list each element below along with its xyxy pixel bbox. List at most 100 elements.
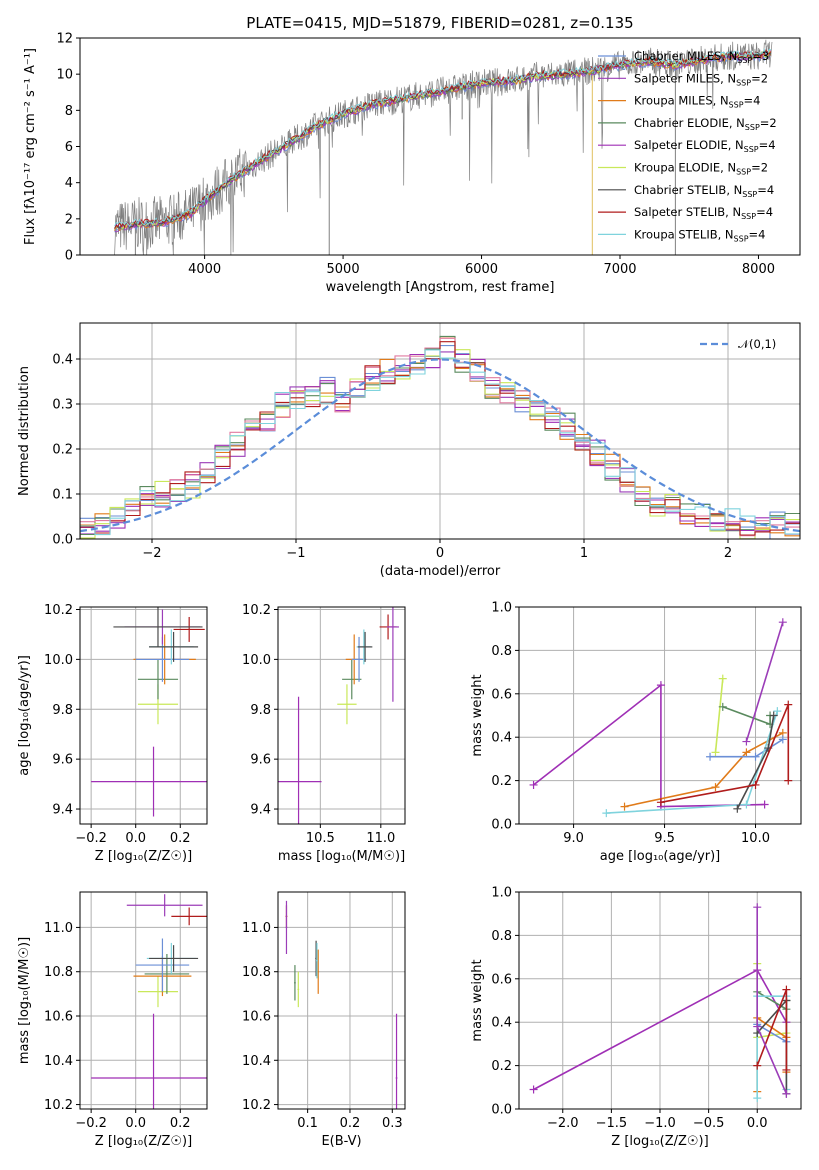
weight-marker [782,1065,791,1074]
x-axis-label: Z [log₁₀(Z/Z☉)] [611,1134,708,1149]
y-tick-label: 11.0 [242,921,271,936]
x-axis-label: mass [log₁₀(M/M☉)] [278,849,405,864]
y-axis-label: mass weight [470,959,485,1041]
data-point-errorbar [337,684,357,725]
spectrum-panel: 4000 5000 6000 7000 8000 0 2 4 6 8 10 12 wavelength … [23,14,801,295]
data-point-errorbar [317,949,320,994]
y-tick-label: 10 [56,68,73,83]
x-tick-label: −0.5 [693,1116,725,1131]
x-tick-label: 4000 [188,262,221,277]
legend-entry: Chabrier STELIB, NSSP=4 [634,183,774,199]
x-tick-label: −0.2 [75,1116,107,1131]
weight-vs-age-plot-area [529,618,793,818]
model-fit-line-6 [114,51,771,229]
model-fit-line-8 [114,48,772,228]
chart-title: PLATE=0415, MJD=51879, FIBERID=0281, z=0… [246,14,633,32]
y-tick-label: 1.0 [491,601,512,616]
y-axis-label: Flux [fλ10⁻¹⁷ erg cm⁻² s⁻¹ A⁻¹] [23,48,38,245]
age-vs-Z-plot-area [91,607,207,817]
x-tick-label: 10.0 [741,831,770,846]
y-tick-label: 0.3 [52,398,73,413]
y-axis-label: age [log₁₀(age/yr)] [17,655,32,776]
axes-frame [277,891,406,1110]
y-tick-label: 10.8 [44,965,73,980]
residual-histogram-8 [80,349,800,539]
weight-marker [751,780,760,789]
model-fit-line-7 [114,49,772,230]
legend-entry: Salpeter STELIB, NSSP=4 [634,205,773,221]
weight-marker [753,903,762,912]
residual-histogram-7 [80,341,800,539]
weight-line [722,706,771,726]
x-tick-label: 9.5 [654,831,675,846]
y-tick-label: 10.8 [242,965,271,980]
y-tick-label: 6 [65,140,73,155]
y-tick-label: 0.2 [491,1059,512,1074]
x-tick-label: 9.0 [563,831,584,846]
data-point-errorbar [342,659,362,700]
axes-frame [79,322,801,540]
x-tick-label: 0.2 [340,1116,361,1131]
weight-marker [742,800,751,809]
x-tick-label: 10.5 [306,831,335,846]
weight-line [714,678,724,753]
x-tick-label: −1.0 [644,1116,676,1131]
x-tick-label: −0.2 [75,831,107,846]
data-point-errorbar [171,907,207,926]
data-point-errorbar [135,938,190,992]
y-tick-label: 9.4 [52,803,73,818]
y-tick-label: 0.6 [491,687,512,702]
weight-marker [620,802,629,811]
axes-frame [79,37,801,256]
residuals-plot-area [80,335,800,539]
residuals-panel: −2 −1 0 1 2 0.0 0.1 0.2 0.3 0.4 (data-model)/error… [17,322,801,579]
y-tick-label: 10.0 [242,653,271,668]
y-tick-label: 10.2 [242,603,271,618]
y-tick-label: 10.2 [44,1098,73,1113]
legend-entry: Kroupa ELODIE, NSSP=2 [634,161,768,177]
weight-marker [778,735,787,744]
y-tick-label: 0.0 [491,818,512,833]
axes-frame [518,606,802,825]
data-point-errorbar [126,894,203,917]
age-vs-mass-panel: 10.5 11.0 9.4 9.6 9.8 10.0 10.2 mass [log₁₀(M/M… [242,603,406,864]
data-point-errorbar [285,900,288,954]
data-point-errorbar [149,631,199,662]
weight-line [756,989,788,1070]
weight-marker [778,618,787,627]
axes-frame [518,891,802,1110]
mass-vs-EBV-panel: 0.1 0.2 0.3 10.2 10.4 10.6 10.8 11.0 E(B-V) [242,891,406,1149]
data-point-errorbar [386,607,399,702]
x-axis-label: Z [log₁₀(Z/Z☉)] [95,849,192,864]
mass-vs-Z-plot-area [91,894,207,1109]
x-tick-label: 0.0 [747,1116,768,1131]
y-tick-label: 10.0 [44,653,73,668]
y-tick-label: 10.2 [44,603,73,618]
weight-marker [753,1022,762,1031]
x-tick-label: 7000 [603,262,636,277]
y-tick-label: 9.6 [250,753,271,768]
y-tick-label: 0.8 [491,929,512,944]
x-tick-label: 6000 [465,262,498,277]
x-tick-label: −2 [142,546,161,561]
x-tick-label: 0.0 [125,1116,146,1131]
data-point-errorbar [278,696,322,824]
x-tick-label: 2 [724,546,732,561]
y-tick-label: 10.4 [242,1054,271,1069]
y-tick-label: 4 [65,176,73,191]
y-tick-label: 1.0 [491,886,512,901]
y-tick-label: 12 [56,32,73,47]
data-point-errorbar [113,607,203,647]
weight-marker [718,702,727,711]
weight-marker [782,985,791,994]
x-tick-label: 8000 [742,262,775,277]
y-tick-label: 0.1 [52,488,73,503]
y-tick-label: 10.6 [242,1010,271,1025]
x-axis-label: age [log₁₀(age/yr)] [600,849,721,864]
weight-marker [711,783,720,792]
x-tick-label: 1 [580,546,588,561]
weight-marker [529,1085,538,1094]
weight-marker [742,748,751,757]
legend-entry: Chabrier MILES, NSSP=3 [634,49,769,65]
weight-line [533,683,765,808]
